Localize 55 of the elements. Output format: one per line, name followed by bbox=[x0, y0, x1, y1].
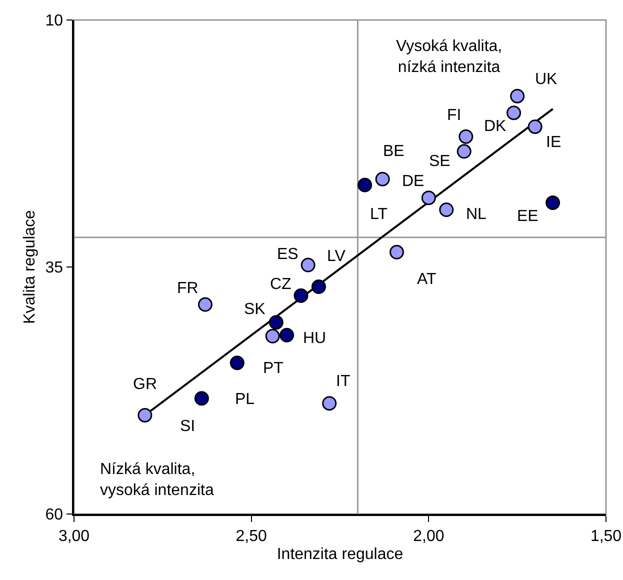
point bbox=[311, 280, 326, 294]
annotation: Nízká kvalita, vysoká intenzita bbox=[100, 461, 214, 499]
annotation: BE bbox=[383, 143, 404, 160]
point bbox=[458, 129, 474, 144]
annotation: FR bbox=[177, 280, 198, 297]
point bbox=[390, 244, 404, 260]
x-tick-label: 2,50 bbox=[236, 528, 267, 545]
annotation: PL bbox=[235, 391, 255, 408]
point bbox=[198, 297, 212, 312]
annotation: AT bbox=[417, 271, 436, 288]
point bbox=[322, 396, 337, 411]
x-tick-label: 3,00 bbox=[58, 528, 90, 545]
y-tick-label: 35 bbox=[45, 260, 64, 277]
annotation: Vysoká kvalita, nízká intenzita bbox=[396, 38, 502, 76]
annotation: GR bbox=[133, 376, 157, 393]
point bbox=[439, 202, 454, 217]
x-tick-label: 1,50 bbox=[590, 528, 622, 545]
annotation: EE bbox=[517, 208, 538, 225]
point bbox=[268, 315, 284, 330]
annotation: IE bbox=[546, 134, 562, 151]
annotation: UK bbox=[535, 71, 558, 88]
annotation: LV bbox=[327, 248, 346, 265]
point bbox=[300, 258, 316, 272]
annotation: DE bbox=[402, 173, 424, 190]
point bbox=[265, 328, 280, 344]
annotation: SE bbox=[429, 153, 450, 170]
annotation: SI bbox=[180, 418, 196, 435]
annotation: FI bbox=[447, 107, 462, 124]
point bbox=[510, 88, 525, 104]
point bbox=[506, 106, 522, 120]
x-tick-label: 2,00 bbox=[413, 528, 444, 545]
y-tick-label: 10 bbox=[45, 12, 64, 30]
y-tick-label: 60 bbox=[45, 506, 64, 524]
annotation: SK bbox=[244, 301, 266, 318]
y-axis-title: Kvalita regulace bbox=[22, 210, 39, 324]
point bbox=[280, 328, 294, 342]
point bbox=[456, 144, 472, 159]
annotation: NL bbox=[466, 206, 487, 223]
annotation: HU bbox=[303, 330, 326, 347]
point bbox=[546, 196, 560, 210]
annotation: CZ bbox=[270, 276, 292, 293]
point bbox=[421, 190, 436, 206]
point bbox=[230, 356, 244, 370]
point bbox=[358, 178, 372, 192]
annotation: LT bbox=[370, 206, 388, 223]
point bbox=[194, 391, 209, 406]
point bbox=[294, 288, 308, 303]
point bbox=[138, 408, 152, 422]
annotation: PT bbox=[263, 360, 284, 377]
point bbox=[528, 119, 542, 134]
annotation: IT bbox=[336, 373, 350, 390]
annotation: ES bbox=[277, 246, 298, 263]
annotation: DK bbox=[484, 118, 507, 135]
point bbox=[375, 172, 390, 186]
x-axis-title: Intenzita regulace bbox=[276, 546, 404, 564]
